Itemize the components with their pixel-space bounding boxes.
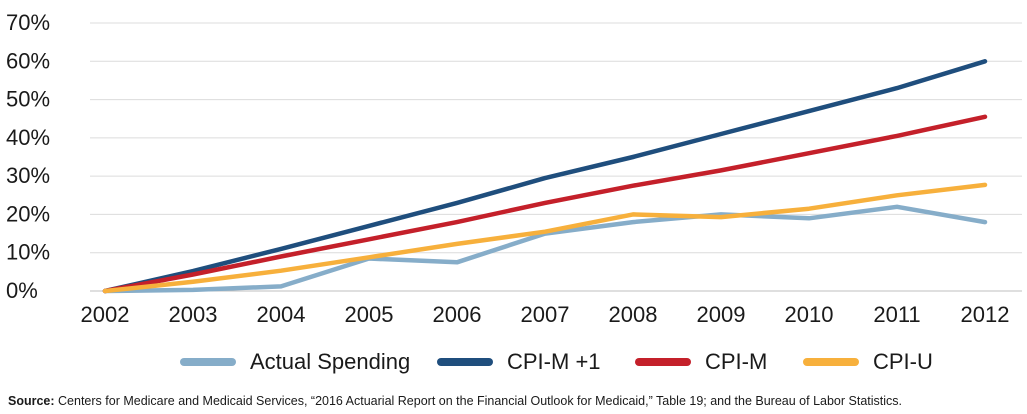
x-tick-label: 2005 [345, 302, 394, 327]
x-tick-label: 2003 [169, 302, 218, 327]
line-chart: 0% 10% 20% 30% 40% 50% 60% 70% 2002 2003 2004 2005… [6, 10, 1022, 327]
x-tick-label: 2004 [257, 302, 306, 327]
legend-item-cpi-u: CPI-U [803, 344, 933, 380]
legend-swatch [803, 358, 859, 366]
y-tick-label: 0% [6, 278, 38, 303]
gridlines [90, 22, 1022, 292]
x-tick-label: 2008 [609, 302, 658, 327]
x-tick-label: 2010 [785, 302, 834, 327]
chart-legend: Actual Spending CPI-M +1 CPI-M CPI-U [0, 344, 1027, 380]
source-text: Centers for Medicare and Medicaid Servic… [58, 394, 903, 408]
source-note: Source: Centers for Medicare and Medicai… [8, 394, 902, 408]
x-tick-label: 2009 [697, 302, 746, 327]
source-label: Source: [8, 394, 55, 408]
y-tick-label: 20% [6, 201, 50, 226]
x-tick-label: 2006 [433, 302, 482, 327]
y-tick-label: 70% [6, 10, 50, 35]
y-tick-label: 60% [6, 48, 50, 73]
x-tick-label: 2002 [81, 302, 130, 327]
legend-swatch [437, 358, 493, 366]
x-tick-label: 2007 [521, 302, 570, 327]
series-line-cpi-m-1 [102, 59, 988, 294]
x-axis-tick-labels: 2002 2003 2004 2005 2006 2007 2008 2009 2010 2011… [81, 302, 1010, 327]
series-line-cpi-u [102, 182, 988, 294]
legend-item-cpi-m: CPI-M [635, 344, 767, 380]
x-tick-label: 2011 [873, 302, 920, 327]
legend-label: CPI-U [873, 349, 933, 374]
legend-item-cpi-m-1: CPI-M +1 [437, 344, 601, 380]
y-tick-label: 40% [6, 125, 50, 150]
y-tick-label: 30% [6, 163, 50, 188]
legend-label: CPI-M [705, 349, 768, 374]
y-tick-label: 10% [6, 240, 50, 265]
y-tick-label: 50% [6, 87, 50, 112]
series-lines [102, 59, 988, 294]
y-axis-tick-labels: 0% 10% 20% 30% 40% 50% 60% 70% [6, 10, 50, 303]
legend-label: Actual Spending [250, 349, 411, 374]
legend-label: CPI-M +1 [507, 349, 601, 374]
legend-swatch [180, 358, 236, 366]
legend-item-actual-spending: Actual Spending [180, 344, 410, 380]
series-line-cpi-m [102, 114, 988, 294]
x-tick-label: 2012 [961, 302, 1010, 327]
legend-swatch [635, 358, 691, 366]
